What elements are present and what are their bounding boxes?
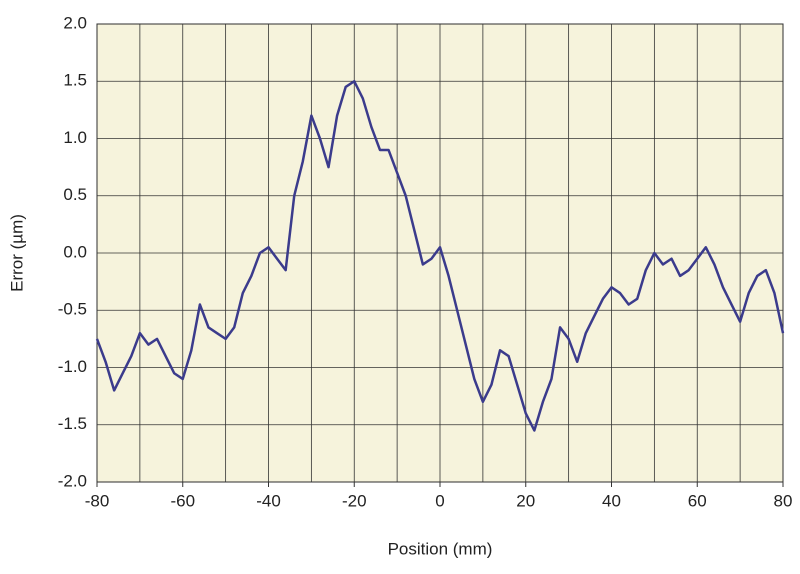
y-tick-label: 2.0 xyxy=(63,13,87,32)
y-tick-label: 1.5 xyxy=(63,71,87,90)
x-tick-label: -60 xyxy=(170,491,195,510)
y-tick-label: 0.0 xyxy=(63,242,87,261)
x-tick-label: 40 xyxy=(602,491,621,510)
data-line xyxy=(95,80,785,432)
y-tick-label: -0.5 xyxy=(58,300,87,319)
y-axis-label: Error (µm) xyxy=(7,214,26,292)
y-tick-label: -1.5 xyxy=(58,414,87,433)
y-tick-label: 1.0 xyxy=(63,128,87,147)
x-tick-label: 0 xyxy=(435,491,444,510)
y-tick-label: -1.0 xyxy=(58,357,87,376)
x-tick-label: -80 xyxy=(85,491,110,510)
x-tick-label: 60 xyxy=(688,491,707,510)
x-tick-label: -20 xyxy=(342,491,367,510)
x-tick-label: 20 xyxy=(516,491,535,510)
y-tick-label: -2.0 xyxy=(58,471,87,490)
y-tick-label: 0.5 xyxy=(63,185,87,204)
x-axis-label: Position (mm) xyxy=(388,539,493,558)
x-tick-label: 80 xyxy=(774,491,793,510)
x-tick-label: -40 xyxy=(256,491,281,510)
